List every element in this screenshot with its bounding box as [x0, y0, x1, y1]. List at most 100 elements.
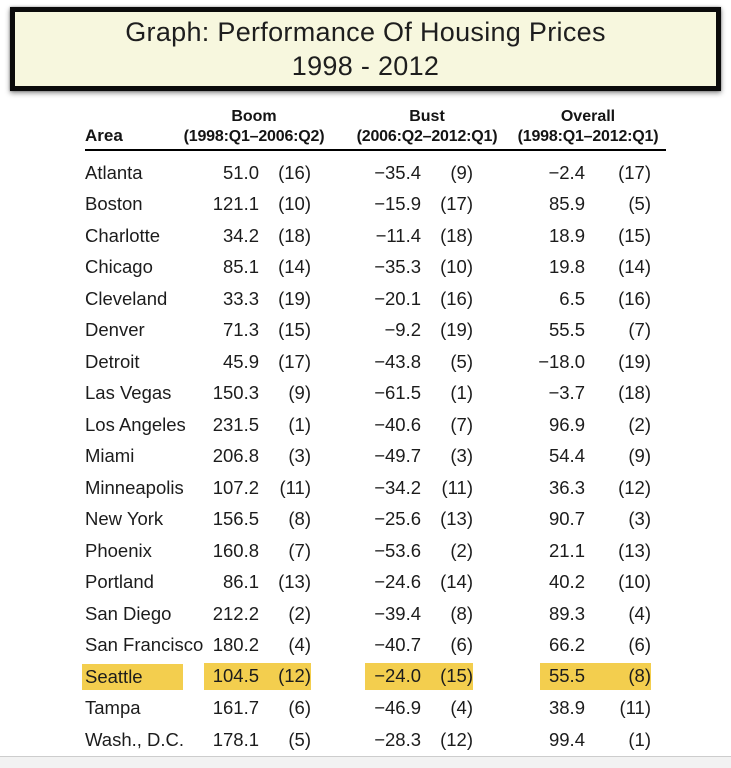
cell-boom: 33.3 [197, 283, 259, 315]
cell-text: (10) [278, 193, 311, 215]
cell-text: 71.3 [222, 319, 259, 341]
cell-boom: 206.8 [197, 441, 259, 473]
cell-text: 6.5 [559, 287, 585, 309]
cell-boom-rank: (4) [259, 630, 311, 662]
cell-text: −18.0 [538, 350, 585, 372]
cell-text: (9) [628, 445, 651, 467]
cell-text: (8) [585, 663, 651, 691]
cell-text: (6) [628, 634, 651, 656]
cell-bust: −53.6 [311, 535, 421, 567]
page-title-line1: Graph: Performance Of Housing Prices [125, 17, 606, 47]
cell-overall-rank: (1) [585, 724, 665, 756]
cell-text: −53.6 [374, 539, 421, 561]
cell-text: (14) [618, 256, 651, 278]
cell-overall-rank: (14) [585, 252, 665, 284]
cell-text: (18) [618, 382, 651, 404]
column-header-overall-label: Overall [560, 108, 616, 125]
cell-bust-rank: (10) [421, 252, 473, 284]
cell-bust: −11.4 [311, 220, 421, 252]
cell-text: (14) [278, 256, 311, 278]
cell-overall-rank: (8) [585, 661, 665, 693]
cell-text: −24.6 [374, 571, 421, 593]
cell-text: (4) [450, 697, 473, 719]
column-header-overall: Overall (1998:Q1–2012:Q1) [518, 107, 659, 147]
cell-bust-rank: (3) [421, 441, 473, 473]
cell-text: Denver [85, 319, 145, 341]
cell-text: San Diego [85, 602, 172, 624]
table-row: Chicago 85.1 (14) −35.3 (10) 19.8 (14) [85, 252, 665, 284]
cell-boom: 34.2 [197, 220, 259, 252]
cell-text: Atlanta [85, 161, 143, 183]
cell-text: (3) [288, 445, 311, 467]
cell-area: Miami [85, 441, 197, 473]
cell-text: 55.5 [548, 319, 585, 341]
cell-bust: −35.3 [311, 252, 421, 284]
cell-text: 90.7 [548, 508, 585, 530]
cell-text: (2) [288, 602, 311, 624]
cell-text: 206.8 [212, 445, 259, 467]
cell-text: (3) [450, 445, 473, 467]
cell-text: −49.7 [374, 445, 421, 467]
cell-area: Detroit [85, 346, 197, 378]
cell-boom-rank: (7) [259, 535, 311, 567]
cell-area: Portland [85, 567, 197, 599]
cell-bust-rank: (1) [421, 378, 473, 410]
cell-overall: 21.1 [473, 535, 585, 567]
cell-area: Tampa [85, 693, 197, 725]
cell-area: San Diego [85, 598, 197, 630]
cell-bust: −28.3 [311, 724, 421, 756]
cell-text: New York [85, 508, 164, 530]
cell-boom: 85.1 [197, 252, 259, 284]
cell-area: Charlotte [85, 220, 197, 252]
cell-text: 89.3 [548, 602, 585, 624]
cell-text: 33.3 [222, 287, 259, 309]
cell-boom-rank: (15) [259, 315, 311, 347]
cell-text: Miami [85, 445, 135, 467]
cell-text: (15) [278, 319, 311, 341]
cell-text: 150.3 [212, 382, 259, 404]
cell-text: Las Vegas [85, 382, 172, 404]
cell-overall: 19.8 [473, 252, 585, 284]
cell-overall-rank: (17) [585, 157, 665, 189]
cell-text: (18) [440, 224, 473, 246]
cell-bust-rank: (6) [421, 630, 473, 662]
cell-area: San Francisco [85, 630, 203, 662]
cell-text: (4) [628, 602, 651, 624]
cell-text: (9) [450, 161, 473, 183]
table-row: Charlotte 34.2 (18) −11.4 (18) 18.9 (15) [85, 220, 665, 252]
cell-boom-rank: (14) [259, 252, 311, 284]
cell-boom-rank: (2) [259, 598, 311, 630]
cell-area: Minneapolis [85, 472, 197, 504]
housing-table: Area Boom (1998:Q1–2006:Q2) Bust (2006:Q… [82, 104, 666, 756]
cell-text: 160.8 [212, 539, 259, 561]
cell-text: Phoenix [85, 539, 152, 561]
cell-boom: 156.5 [197, 504, 259, 536]
cell-text: −43.8 [374, 350, 421, 372]
cell-boom-rank: (12) [259, 661, 311, 693]
cell-boom: 178.1 [197, 724, 259, 756]
cell-overall: −18.0 [473, 346, 585, 378]
cell-boom-rank: (19) [259, 283, 311, 315]
cell-text: (15) [421, 663, 473, 691]
cell-bust-rank: (9) [421, 157, 473, 189]
table-row: Denver 71.3 (15) −9.2 (19) 55.5 (7) [85, 315, 665, 347]
cell-boom: 45.9 [197, 346, 259, 378]
cell-text: (12) [259, 663, 311, 691]
cell-boom: 71.3 [197, 315, 259, 347]
table-row: Portland 86.1 (13) −24.6 (14) 40.2 (10) [85, 567, 665, 599]
page-title-line2: 1998 - 2012 [291, 51, 440, 81]
cell-overall: 36.3 [473, 472, 585, 504]
cell-text: 107.2 [212, 476, 259, 498]
table-row: New York 156.5 (8) −25.6 (13) 90.7 (3) [85, 504, 665, 536]
cell-boom: 51.0 [197, 157, 259, 189]
cell-overall-rank: (12) [585, 472, 665, 504]
cell-area: Atlanta [85, 157, 197, 189]
cell-text: 51.0 [222, 161, 259, 183]
cell-text: (18) [278, 224, 311, 246]
cell-boom-rank: (3) [259, 441, 311, 473]
cell-text: (6) [450, 634, 473, 656]
cell-text: 55.5 [539, 663, 585, 691]
cell-boom: 212.2 [197, 598, 259, 630]
cell-text: 54.4 [548, 445, 585, 467]
cell-text: −15.9 [374, 193, 421, 215]
